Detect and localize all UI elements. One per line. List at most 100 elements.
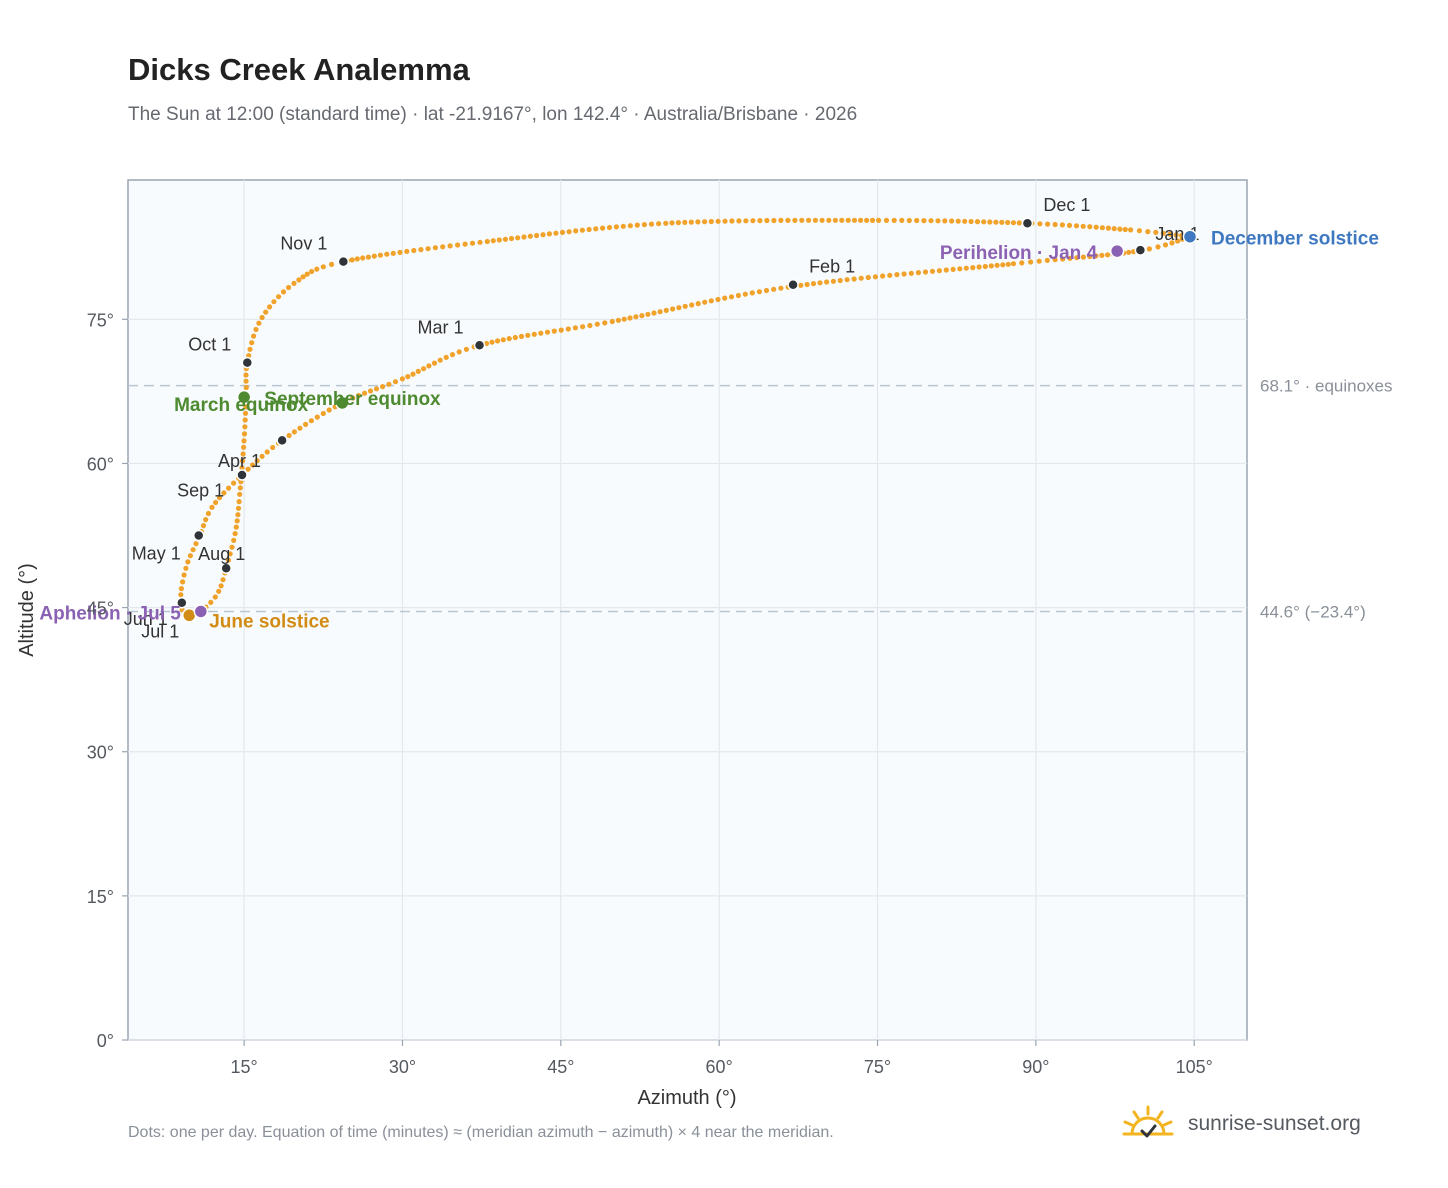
day-dot <box>1128 227 1134 233</box>
day-dot <box>296 277 302 283</box>
day-dot <box>587 322 593 329</box>
day-dot <box>663 307 669 313</box>
day-dot <box>225 557 232 563</box>
day-dot <box>914 217 920 224</box>
day-dot <box>1126 249 1132 255</box>
day-dot <box>1005 219 1011 226</box>
day-dot <box>1087 253 1093 260</box>
day-dot <box>963 265 969 271</box>
day-dot <box>237 491 243 497</box>
day-dot <box>1167 231 1173 237</box>
day-dot <box>935 218 941 224</box>
day-dot <box>263 309 269 315</box>
day-dot <box>1052 257 1058 263</box>
day-dot <box>1080 223 1086 229</box>
day-dot <box>771 286 777 292</box>
x-tick-label: 90° <box>1022 1057 1049 1077</box>
day-dot <box>178 592 184 598</box>
month-label: Sep 1 <box>177 480 224 500</box>
day-dot <box>641 222 648 228</box>
day-dot <box>384 251 390 257</box>
day-dot <box>183 565 189 571</box>
day-dot <box>586 226 592 233</box>
day-dot <box>280 289 287 295</box>
day-dot <box>373 386 380 392</box>
day-dot <box>1175 238 1181 244</box>
day-dot <box>250 462 256 468</box>
x-tick-label: 30° <box>389 1057 416 1077</box>
day-dot <box>1169 240 1175 246</box>
day-dot <box>1036 258 1042 264</box>
day-dot <box>354 256 360 262</box>
day-dot <box>455 242 461 248</box>
day-dot <box>798 282 804 288</box>
day-dot <box>812 217 819 223</box>
day-dot <box>367 388 374 394</box>
day-dot <box>670 306 676 312</box>
day-dot <box>817 280 823 286</box>
day-dot <box>495 338 501 344</box>
event-label: December solstice <box>1211 229 1379 250</box>
day-dot <box>922 269 929 275</box>
day-dot <box>508 235 515 242</box>
y-tick-label: 15° <box>87 887 114 907</box>
day-dot <box>689 302 695 308</box>
day-dot <box>181 572 187 578</box>
day-dot <box>506 336 512 342</box>
day-dot <box>1155 244 1161 250</box>
x-tick-label: 60° <box>706 1057 733 1077</box>
day-dot <box>837 277 843 284</box>
day-dot <box>477 239 483 245</box>
day-dot <box>602 320 608 326</box>
day-dot <box>968 218 974 225</box>
day-dot <box>1105 252 1111 258</box>
axis-ticks: 15° 30° 45° 60° 75° 90° 105° 0° 15° 30° 45° 60° 75° <box>87 310 1213 1077</box>
day-dot <box>869 217 876 223</box>
day-dot <box>810 281 817 287</box>
day-dot <box>936 268 943 274</box>
month-label: Oct 1 <box>188 335 231 355</box>
day-dot <box>276 294 282 300</box>
day-dot <box>615 317 622 323</box>
month-label: Jun 1 <box>124 609 168 629</box>
day-dot <box>806 217 812 223</box>
day-dot <box>957 266 963 272</box>
day-dot <box>205 510 211 517</box>
day-dot <box>226 485 232 491</box>
day-dot <box>764 217 770 224</box>
day-dot <box>865 274 871 281</box>
day-dot <box>418 247 424 253</box>
day-dot <box>254 458 260 464</box>
month-marker <box>473 339 486 352</box>
chart-subtitle: The Sun at 12:00 (standard time) · lat -… <box>128 104 858 125</box>
day-dot <box>942 218 948 224</box>
day-dot <box>627 223 633 229</box>
day-dot <box>264 449 270 455</box>
day-dot <box>220 577 226 583</box>
day-dot <box>1153 229 1159 235</box>
day-dot <box>425 246 431 252</box>
day-dot <box>708 218 714 225</box>
month-label: Aug 1 <box>198 544 245 564</box>
day-dot <box>872 274 879 280</box>
brand[interactable]: sunrise-sunset.org <box>1120 1102 1390 1146</box>
event-label: Aphelion · Jul 5 <box>39 603 181 624</box>
day-dot <box>443 354 449 360</box>
day-dot <box>830 278 837 284</box>
day-dot <box>1005 261 1011 267</box>
day-dot <box>1010 220 1017 226</box>
day-dot <box>297 425 303 431</box>
day-dot <box>256 320 262 326</box>
day-dot <box>515 235 521 241</box>
day-dot <box>901 271 907 277</box>
day-dot <box>1160 230 1166 236</box>
day-dot <box>627 315 633 321</box>
day-dot <box>891 217 897 223</box>
day-dot <box>314 266 320 272</box>
month-marker <box>241 356 254 369</box>
day-dot <box>432 245 438 251</box>
day-dot <box>742 291 748 297</box>
day-dot <box>308 418 314 424</box>
